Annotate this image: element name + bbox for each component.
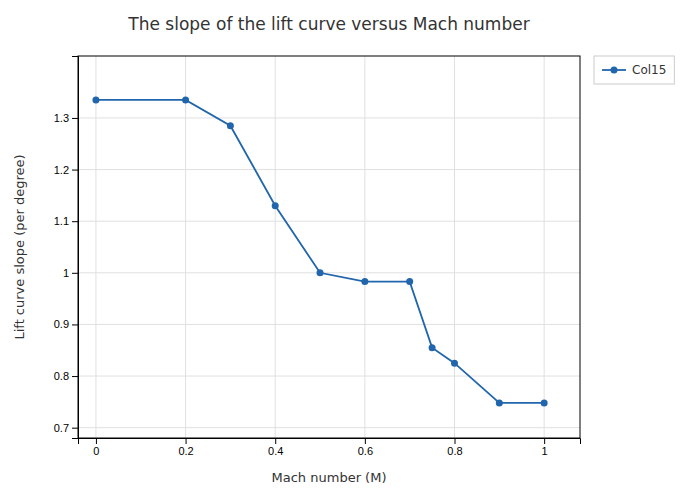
series-point <box>451 360 458 367</box>
x-tick: 0.6 <box>358 438 373 457</box>
grid-line-y <box>78 169 580 170</box>
series-point <box>227 122 234 129</box>
y-tick-label: 1.3 <box>54 112 69 124</box>
plot: 0 0.2 0.4 0.6 0.8 1 0.7 0.8 0.9 1 1.1 1.2 1.3 <box>54 56 581 457</box>
x-tick-label: 0.6 <box>358 445 373 457</box>
x-tick: 0.2 <box>178 438 193 457</box>
y-tick-label: 1.1 <box>54 215 69 227</box>
series-line <box>96 100 544 403</box>
y-tick: 1.1 <box>54 215 78 227</box>
x-axis-line <box>79 439 581 445</box>
x-tick-label: 0 <box>93 445 99 457</box>
x-tick: 0.4 <box>268 438 283 457</box>
y-tick-label: 1 <box>63 267 69 279</box>
marks <box>92 96 547 406</box>
y-tick-label: 0.9 <box>54 318 69 330</box>
x-tick: 0 <box>93 438 99 457</box>
y-axis-line <box>72 57 79 439</box>
y-axis-title: Lift curve slope (per degree) <box>12 154 27 339</box>
series-point <box>182 96 189 103</box>
grid-line-x <box>185 56 186 438</box>
x-tick: 1 <box>542 438 548 457</box>
x-tick-mark <box>275 438 276 444</box>
x-tick-mark <box>455 438 456 444</box>
series-point <box>541 399 548 406</box>
grid-line-x <box>275 56 276 438</box>
title: The slope of the lift curve versus Mach … <box>127 14 529 34</box>
y-tick: 1.2 <box>54 164 78 176</box>
y-tick-label: 1.2 <box>54 164 69 176</box>
grid-line-y <box>78 324 580 325</box>
x-tick-label: 0.2 <box>178 445 193 457</box>
y-tick-mark <box>72 428 78 429</box>
x-axis: 0 0.2 0.4 0.6 0.8 1 <box>79 438 581 457</box>
x-axis-title: Mach number (M) <box>272 470 387 485</box>
y-tick-mark <box>72 118 78 119</box>
series-point <box>272 202 279 209</box>
y-tick: 1 <box>63 267 78 279</box>
y-tick: 1.3 <box>54 112 78 124</box>
x-tick: 0.8 <box>447 438 462 457</box>
x-tick-mark <box>365 438 366 444</box>
grid-line-y <box>78 221 580 222</box>
series-point <box>317 269 324 276</box>
legend-item: Col15 <box>602 63 666 77</box>
y-tick-label: 0.7 <box>54 422 69 434</box>
plot-frame <box>78 56 580 438</box>
y-tick: 0.7 <box>54 422 78 434</box>
series-point <box>92 96 99 103</box>
x-tick-mark <box>544 438 545 444</box>
x-tick-label: 0.4 <box>268 445 283 457</box>
legend-marker <box>611 67 618 74</box>
legend-label: Col15 <box>632 63 666 77</box>
y-tick-mark <box>72 273 78 274</box>
grid-line-x <box>454 56 455 438</box>
series-point <box>429 344 436 351</box>
y-tick-mark <box>72 221 78 222</box>
y-tick-mark <box>72 376 78 377</box>
x-tick-mark <box>96 438 97 444</box>
grid-line-y <box>78 272 580 273</box>
legend: Col15 <box>594 56 674 84</box>
chart: 0 0.2 0.4 0.6 0.8 1 0.7 0.8 0.9 1 1.1 1.2 1.3 The slo… <box>0 0 700 500</box>
grid-line-y <box>78 117 580 118</box>
grid-line-x <box>95 56 96 438</box>
x-tick-label: 1 <box>542 445 548 457</box>
series-point <box>496 399 503 406</box>
grid <box>78 56 580 438</box>
y-tick-mark <box>72 170 78 171</box>
x-tick-mark <box>186 438 187 444</box>
grid-line-y <box>78 427 580 428</box>
series-point <box>406 278 413 285</box>
series-point <box>361 278 368 285</box>
y-tick-mark <box>72 324 78 325</box>
grid-line-x <box>544 56 545 438</box>
y-axis: 0.7 0.8 0.9 1 1.1 1.2 1.3 <box>54 57 79 439</box>
grid-line-x <box>364 56 365 438</box>
legend-frame <box>594 56 674 84</box>
x-tick-label: 0.8 <box>447 445 462 457</box>
y-tick-label: 0.8 <box>54 370 69 382</box>
y-tick: 0.9 <box>54 318 78 330</box>
y-tick: 0.8 <box>54 370 78 382</box>
grid-line-y <box>78 376 580 377</box>
